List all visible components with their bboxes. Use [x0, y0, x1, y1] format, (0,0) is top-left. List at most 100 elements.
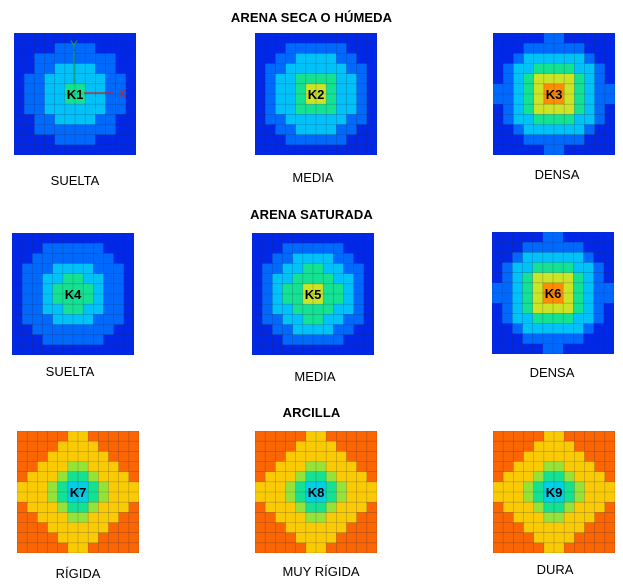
contour-cell	[593, 313, 605, 324]
contour-cell	[255, 114, 266, 125]
contour-cell	[574, 144, 585, 155]
contour-cell	[593, 252, 605, 263]
contour-plate-k5: K5	[252, 233, 374, 355]
contour-cell	[285, 471, 297, 483]
contour-cell	[285, 542, 297, 553]
contour-cell	[85, 104, 96, 115]
contour-cell	[34, 94, 45, 105]
contour-cell	[24, 134, 35, 146]
contour-cell	[93, 324, 104, 336]
contour-cell	[603, 333, 614, 345]
contour-cell	[27, 512, 38, 523]
contour-cell	[326, 114, 337, 125]
contour-cell	[543, 134, 555, 146]
contour-cell	[533, 512, 545, 523]
contour-cell	[57, 502, 69, 513]
contour-cell	[64, 73, 76, 85]
contour-cell	[523, 431, 535, 442]
contour-cell	[313, 243, 324, 254]
contour-cell	[118, 461, 130, 473]
contour-cell	[512, 242, 523, 253]
contour-cell	[108, 451, 120, 462]
contour-cell	[83, 334, 94, 346]
contour-cell	[593, 282, 605, 294]
contour-cell	[62, 233, 74, 244]
contour-cell	[57, 451, 69, 462]
contour-cell	[24, 73, 35, 85]
contour-cell	[554, 114, 565, 125]
contour-cell	[316, 441, 327, 452]
contour-cell	[343, 304, 355, 315]
contour-cell	[346, 73, 358, 85]
contour-cell	[513, 512, 524, 523]
contour-cell	[295, 461, 307, 473]
contour-cell	[594, 431, 606, 442]
contour-cell	[128, 451, 139, 462]
contour-cell	[594, 471, 606, 483]
contour-cell	[346, 441, 358, 452]
contour-cell	[563, 333, 574, 345]
contour-cell	[543, 33, 555, 44]
contour-cell	[88, 542, 99, 553]
contour-cell	[512, 293, 523, 304]
contour-plate-k7: K7	[17, 431, 139, 553]
contour-cell	[523, 144, 535, 155]
contour-cell	[252, 283, 263, 295]
contour-cell	[115, 134, 127, 146]
contour-cell	[543, 451, 555, 462]
section-title-arena-seca: ARENA SECA O HÚMEDA	[230, 10, 393, 25]
contour-cell	[594, 542, 606, 553]
contour-cell	[54, 94, 66, 105]
contour-cell	[564, 471, 575, 483]
contour-cell	[512, 333, 523, 345]
contour-cell	[64, 124, 76, 136]
contour-cell	[333, 243, 344, 254]
contour-cell	[295, 532, 307, 544]
contour-cell	[503, 53, 514, 64]
contour-cell	[108, 481, 120, 493]
contour-cell	[584, 502, 596, 513]
contour-cell	[285, 441, 297, 452]
contour-cell	[32, 263, 43, 275]
contour-cell	[83, 263, 94, 275]
contour-cell	[366, 512, 377, 523]
contour-cell	[326, 471, 337, 483]
contour-cell	[333, 324, 344, 336]
contour-cell	[54, 33, 66, 44]
contour-cell	[57, 522, 69, 534]
contour-cell	[542, 262, 554, 274]
contour-cell	[37, 461, 48, 473]
contour-cell	[115, 124, 127, 136]
contour-cell	[295, 124, 307, 136]
contour-cell	[85, 144, 96, 155]
contour-cell	[323, 263, 334, 275]
contour-cell	[75, 114, 86, 125]
contour-cell	[75, 73, 86, 85]
contour-cell	[553, 232, 564, 243]
contour-cell	[333, 344, 344, 355]
contour-cell	[17, 522, 28, 534]
contour-cell	[37, 451, 48, 462]
contour-cell	[603, 293, 614, 304]
contour-cell	[513, 471, 524, 483]
contour-cell	[78, 522, 89, 534]
contour-cell	[78, 441, 89, 452]
contour-cell	[113, 344, 125, 355]
contour-cell	[85, 114, 96, 125]
contour-cell	[583, 303, 595, 314]
contour-cell	[492, 272, 503, 284]
contour-plate-k9: K9	[493, 431, 615, 553]
contour-cell	[583, 293, 595, 304]
contour-cell	[356, 33, 368, 44]
contour-cell	[88, 502, 99, 513]
contour-cell	[584, 542, 596, 553]
contour-cell	[88, 451, 99, 462]
contour-cell	[554, 104, 565, 115]
contour-cell	[346, 532, 358, 544]
contour-cell	[604, 134, 615, 146]
contour-cell	[108, 532, 120, 544]
contour-cell	[78, 431, 89, 442]
contour-cell	[512, 282, 523, 294]
contour-cell	[262, 294, 273, 305]
contour-cell	[316, 63, 327, 75]
